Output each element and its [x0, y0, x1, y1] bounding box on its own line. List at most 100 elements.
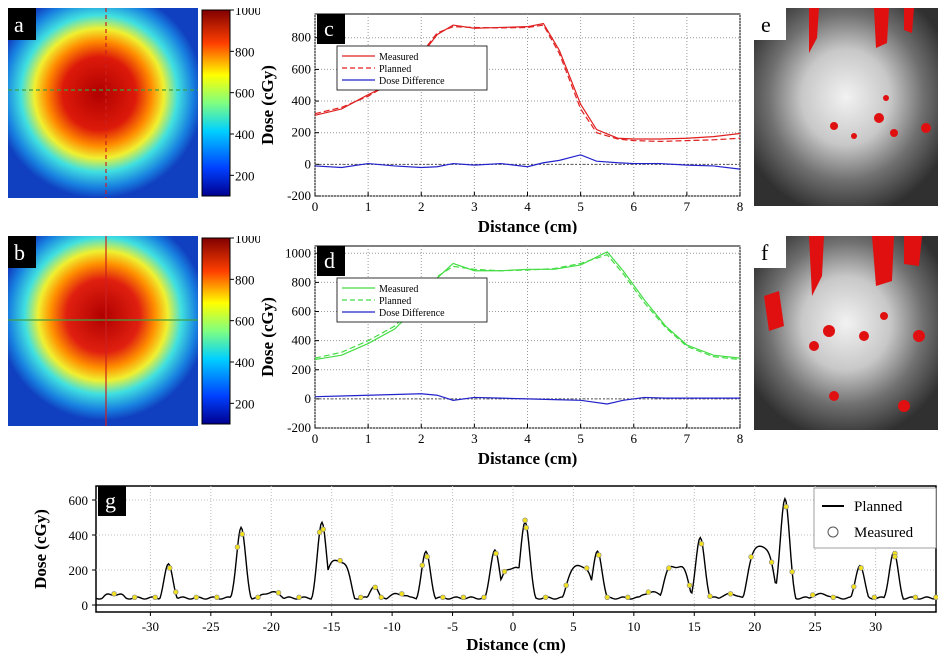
measured-point [596, 552, 602, 558]
panel-label-f: f [761, 240, 769, 265]
measured-point [255, 594, 261, 601]
measured-point [337, 557, 343, 564]
y-tick-label: 200 [69, 563, 89, 578]
measured-point [625, 594, 631, 601]
colorbar-tick-label: 200 [235, 396, 255, 411]
x-tick-label: 6 [631, 431, 638, 446]
x-tick-label: 1 [365, 199, 372, 214]
x-tick-label: 15 [688, 619, 701, 634]
legend-label: Dose Difference [379, 76, 445, 87]
measured-point [239, 531, 245, 537]
y-tick-label: 400 [292, 333, 312, 348]
colorbar-tick-label: 600 [235, 86, 255, 101]
x-axis-label: Distance (cm) [466, 635, 566, 654]
measured-point [698, 541, 705, 547]
colorbar-tick-label: 400 [235, 127, 255, 142]
series-line-dose-difference [314, 154, 741, 170]
heatmap-b: b [8, 236, 198, 501]
legend-label: Planned [379, 296, 411, 307]
measured-point [892, 553, 898, 560]
panel-e: e [754, 8, 938, 276]
x-tick-label: -25 [202, 619, 219, 634]
panel-label-g: g [105, 488, 116, 513]
measured-point [789, 569, 795, 575]
x-tick-label: 3 [471, 199, 478, 214]
legend-label: Planned [379, 64, 411, 75]
measured-point [131, 594, 138, 601]
measured-point [234, 544, 241, 550]
x-tick-label: 1 [365, 431, 372, 446]
measured-point [275, 590, 282, 596]
x-axis-label: Distance (cm) [478, 449, 578, 468]
x-tick-label: -15 [323, 619, 340, 634]
measured-point [912, 594, 919, 601]
measured-point [424, 553, 430, 560]
y-tick-label: 0 [305, 156, 312, 171]
panel-label-d: d [324, 248, 335, 273]
measured-point [372, 584, 378, 590]
x-tick-label: 4 [524, 199, 531, 214]
measured-point [563, 582, 569, 588]
y-axis-label: Dose (cGy) [258, 297, 277, 377]
y-tick-label: 600 [69, 493, 89, 508]
measured-point [522, 517, 528, 523]
x-tick-label: 8 [737, 199, 744, 214]
measured-point [604, 594, 610, 601]
colorbar-tick-label: 600 [235, 314, 255, 329]
x-tick-label: 7 [684, 199, 691, 214]
measured-point [440, 594, 446, 601]
measured-point [810, 592, 816, 598]
legend-label: Measured [854, 525, 914, 541]
x-tick-label: 4 [524, 431, 531, 446]
measured-point [214, 594, 220, 601]
plot-area [95, 485, 937, 613]
x-tick-label: -10 [383, 619, 400, 634]
measured-point [783, 504, 789, 510]
x-tick-label: 7 [684, 431, 691, 446]
legend-label: Dose Difference [379, 308, 445, 319]
panel-label-a: a [14, 12, 24, 37]
measured-point [707, 593, 713, 599]
measured-point [296, 594, 302, 601]
panel-label-c: c [324, 16, 334, 41]
legend-swatch [827, 526, 839, 538]
panel-label-box [317, 14, 345, 44]
x-tick-label: 10 [627, 619, 640, 634]
measured-point [666, 565, 672, 571]
y-tick-label: 200 [292, 362, 312, 377]
measured-point [686, 582, 693, 588]
y-tick-label: 400 [292, 93, 312, 108]
x-axis-label: Distance (cm) [478, 217, 578, 234]
series-line-planned [314, 254, 741, 361]
x-tick-label: 0 [510, 619, 517, 634]
colorbar-tick-label: 200 [235, 168, 255, 183]
legend [813, 487, 937, 549]
x-tick-label: 5 [570, 619, 577, 634]
measured-point [357, 594, 364, 601]
panel-label-b: b [14, 240, 25, 265]
panel-label-e: e [761, 12, 771, 37]
panel-g: -30 -25 -20 -15 -10 -5 0 5 10 15 20 25 30 0 200 400 600 D… [0, 476, 938, 654]
measured-point [851, 583, 857, 590]
y-tick-label: 600 [292, 61, 312, 76]
gamma-map-f: f [754, 236, 938, 500]
x-tick-label: -30 [142, 619, 159, 634]
measured-point [173, 589, 179, 595]
measured-point [193, 594, 200, 601]
measured-point [152, 594, 158, 601]
y-tick-label: 200 [292, 125, 312, 140]
x-tick-label: 0 [312, 431, 319, 446]
colorbar-b: 1000 800 600 400 200 [200, 231, 261, 426]
measured-point [481, 594, 487, 601]
panel-label-box [317, 246, 345, 276]
y-tick-label: 0 [82, 598, 89, 613]
x-tick-label: 8 [737, 431, 744, 446]
measured-point [501, 568, 508, 575]
x-tick-label: 3 [471, 431, 478, 446]
measured-point [768, 559, 775, 565]
x-tick-label: 5 [577, 199, 584, 214]
x-tick-label: 0 [312, 199, 319, 214]
x-tick-label: 2 [418, 199, 425, 214]
